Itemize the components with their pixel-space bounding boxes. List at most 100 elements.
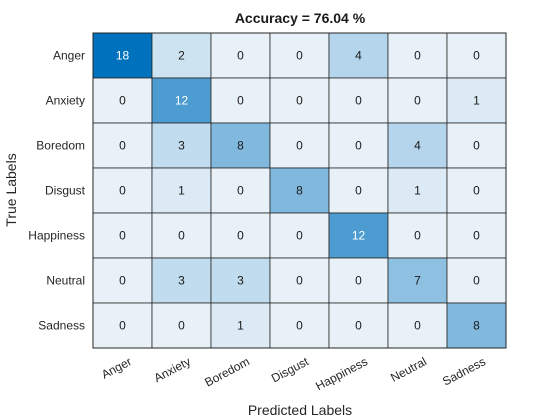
cell-value-label: 1 [414,184,421,198]
cell-value-label: 0 [414,49,421,63]
heatmap-cell [387,122,448,169]
heatmap-cell [92,167,153,214]
heatmap-cell [387,32,448,79]
cell-value-label: 18 [116,49,130,63]
heatmap-cell [92,32,153,79]
cell-value-label: 0 [296,94,303,108]
x-tick-label: Anger [99,354,134,381]
cell-value-label: 0 [119,274,126,288]
y-tick-label: Sadness [38,319,85,333]
x-tick-label: Boredom [202,354,252,389]
cell-value-label: 0 [296,274,303,288]
cell-value-label: 0 [119,139,126,153]
heatmap-cell [210,122,271,169]
heatmap-cell [328,257,389,304]
cell-value-label: 7 [414,274,421,288]
y-tick-labels: Anger Anxiety Boredom Disgust Happiness Neutr… [28,49,85,333]
cell-value-label: 0 [473,49,480,63]
heatmap-cell [446,302,507,349]
heatmap-cell [210,212,271,259]
cell-value-label: 3 [178,139,185,153]
cell-value-label: 0 [355,184,362,198]
heatmap-cell [151,32,212,79]
cell-value-label: 0 [119,184,126,198]
heatmap-cell [328,302,389,349]
heatmap-cell [269,167,330,214]
y-tick-label: Anger [53,49,85,63]
heatmap-cell [92,302,153,349]
cell-value-label: 0 [296,49,303,63]
cell-value-label: 0 [355,139,362,153]
cell-value-label: 0 [414,94,421,108]
cell-value-label: 0 [119,319,126,333]
heatmap-cell [92,257,153,304]
x-tick-label: Anxiety [152,354,193,385]
heatmap-cell [446,77,507,124]
x-tick-labels: Anger Anxiety Boredom Disgust Happiness Neutr… [99,354,488,393]
x-tick-label: Sadness [440,354,488,388]
cell-value-label: 0 [237,229,244,243]
cell-value-label: 8 [237,139,244,153]
heatmap-cell [151,257,212,304]
cell-value-label: 0 [414,319,421,333]
y-axis-label: True Labels [3,153,19,226]
cell-value-label: 2 [178,49,185,63]
cell-value-label: 0 [473,274,480,288]
cell-value-label: 1 [237,319,244,333]
heatmap-cell [446,257,507,304]
y-tick-label: Boredom [36,139,85,153]
heatmap-cell [151,122,212,169]
cell-value-label: 0 [355,319,362,333]
cell-value-label: 0 [473,184,480,198]
cell-value-label: 0 [355,274,362,288]
heatmap-cell [269,32,330,79]
x-tick-label: Happiness [313,354,370,393]
heatmap-cell [446,122,507,169]
cell-value-label: 3 [178,274,185,288]
cell-value-label: 0 [237,94,244,108]
cell-value-label: 8 [296,184,303,198]
cell-value-label: 12 [175,94,189,108]
heatmap-cell [387,167,448,214]
cell-value-label: 1 [178,184,185,198]
heatmap-cell [328,77,389,124]
cell-value-label: 0 [296,319,303,333]
heatmap-cell [387,302,448,349]
y-tick-label: Disgust [45,184,86,198]
x-tick-label: Neutral [388,354,429,385]
cell-value-label: 0 [296,229,303,243]
cell-value-label: 4 [355,49,362,63]
cell-value-label: 0 [237,184,244,198]
heatmap-cells: 18 2 0 0 4 0 00 12 0 0 0 0 10 3 8 0 0 4 00 1 0 8 0 1 00 0 0 0 12 0 00 3… [92,32,507,349]
cell-value-label: 0 [473,139,480,153]
y-tick-label: Neutral [46,274,85,288]
heatmap-cell [269,122,330,169]
cell-value-label: 3 [237,274,244,288]
cell-value-label: 0 [296,139,303,153]
heatmap-cell [210,77,271,124]
heatmap-cell [446,167,507,214]
cell-value-label: 4 [414,139,421,153]
cell-value-label: 0 [355,94,362,108]
cell-value-label: 0 [473,229,480,243]
x-tick-label: Disgust [269,354,311,385]
heatmap-cell [269,257,330,304]
y-tick-label: Anxiety [46,94,85,108]
plot-frame [92,32,507,349]
cell-value-label: 0 [119,94,126,108]
heatmap-cell [210,302,271,349]
cell-value-label: 0 [237,49,244,63]
x-axis-label: Predicted Labels [248,402,352,418]
cell-value-label: 1 [473,94,480,108]
heatmap-cell [328,122,389,169]
cell-value-label: 0 [178,319,185,333]
heatmap-cell [269,302,330,349]
cell-value-label: 0 [414,229,421,243]
cell-value-label: 0 [119,229,126,243]
heatmap-cell [151,167,212,214]
cell-value-label: 8 [473,319,480,333]
heatmap-cell [92,212,153,259]
heatmap-cell [210,257,271,304]
cell-value-label: 12 [352,229,366,243]
